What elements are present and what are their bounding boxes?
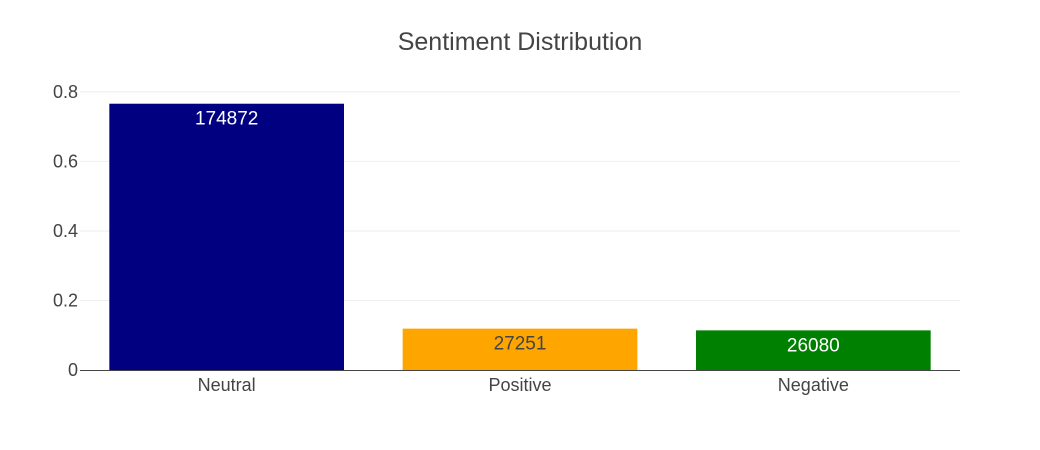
data-label-neutral: 174872 — [195, 109, 258, 130]
bar-negative — [696, 330, 931, 370]
x-tick-label-positive: Positive — [488, 375, 551, 395]
chart-title: Sentiment Distribution — [398, 28, 643, 56]
bar-positive — [402, 328, 638, 370]
data-label-negative: 26080 — [787, 335, 840, 356]
x-tick-label-negative: Negative — [778, 375, 849, 395]
y-tick-label-0-4: 0.4 — [53, 221, 78, 241]
y-tick-label-0-6: 0.6 — [53, 151, 78, 171]
x-tick-label-neutral: Neutral — [198, 375, 256, 395]
y-tick-label-0: 0 — [68, 360, 78, 380]
data-label-positive: 27251 — [494, 334, 547, 355]
y-tick-label-0-2: 0.2 — [53, 290, 78, 310]
y-axis-ticks: 0 0.2 0.4 0.6 0.8 — [53, 82, 78, 380]
data-labels: 174872 27251 26080 — [195, 109, 840, 357]
y-tick-label-0-8: 0.8 — [53, 82, 78, 102]
bar-neutral — [109, 103, 344, 370]
x-axis-ticks: Neutral Positive Negative — [198, 375, 849, 395]
bars — [109, 103, 931, 370]
